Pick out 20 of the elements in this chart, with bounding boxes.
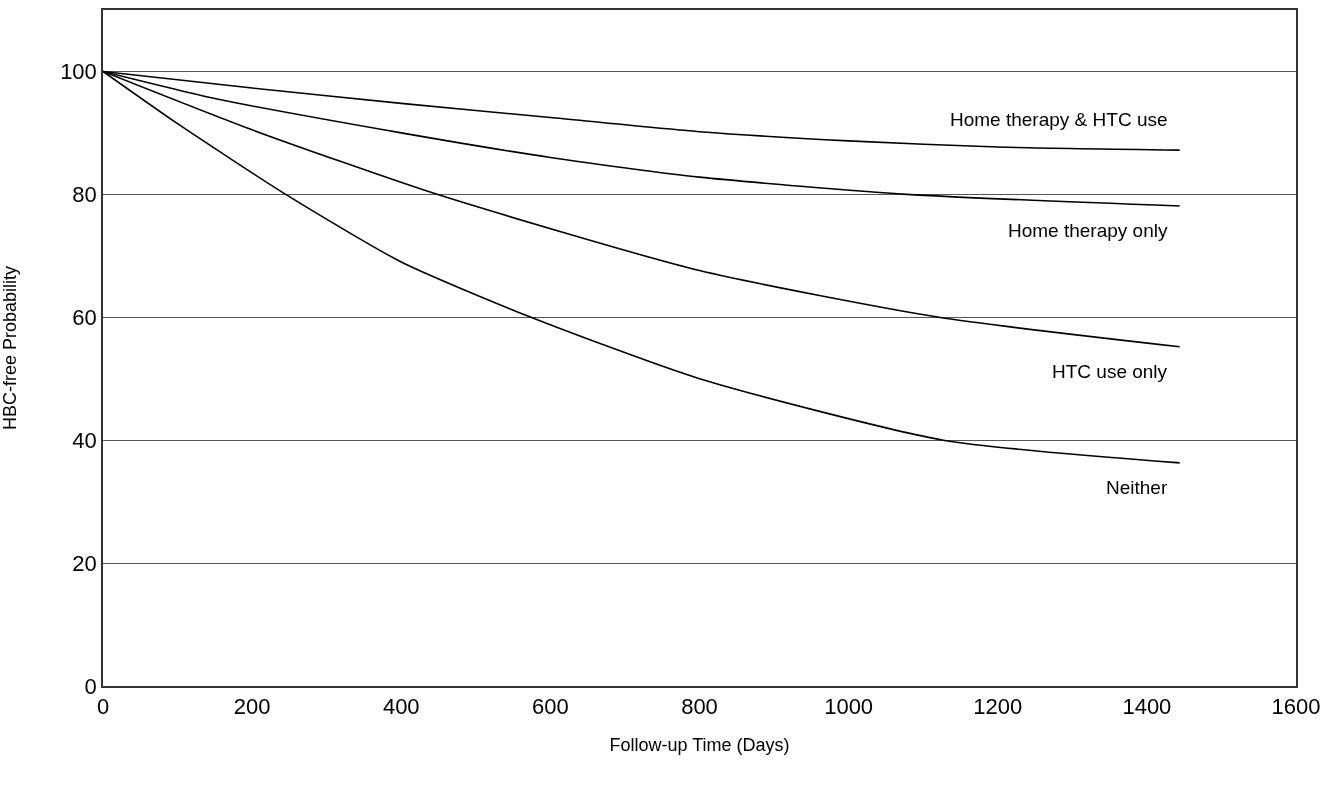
x-tick-label: 1200 xyxy=(973,694,1023,720)
y-tick-label: 20 xyxy=(72,550,97,576)
y-tick-label: 40 xyxy=(72,427,97,453)
y-tick-label: 0 xyxy=(84,673,97,699)
x-tick-label: 800 xyxy=(681,694,718,720)
series-label: HTC use only xyxy=(1052,361,1168,382)
y-tick-label: 60 xyxy=(72,304,97,330)
x-tick-label: 1400 xyxy=(1122,694,1172,720)
x-tick-label: 400 xyxy=(382,694,420,720)
x-tick-label: 1600 xyxy=(1271,694,1321,720)
series-label: Neither xyxy=(1106,477,1168,498)
y-tick-label: 100 xyxy=(60,59,97,85)
y-tick-label: 80 xyxy=(72,182,97,208)
x-tick-label: 200 xyxy=(233,694,271,720)
x-tick-label: 600 xyxy=(532,694,569,720)
series-label: Home therapy & HTC use xyxy=(950,109,1168,130)
x-tick-label: 1000 xyxy=(824,694,874,720)
y-axis-title: HBC-free Probability xyxy=(0,265,20,431)
series-label: Home therapy only xyxy=(1008,220,1168,241)
x-axis-title: Follow-up Time (Days) xyxy=(609,734,790,755)
